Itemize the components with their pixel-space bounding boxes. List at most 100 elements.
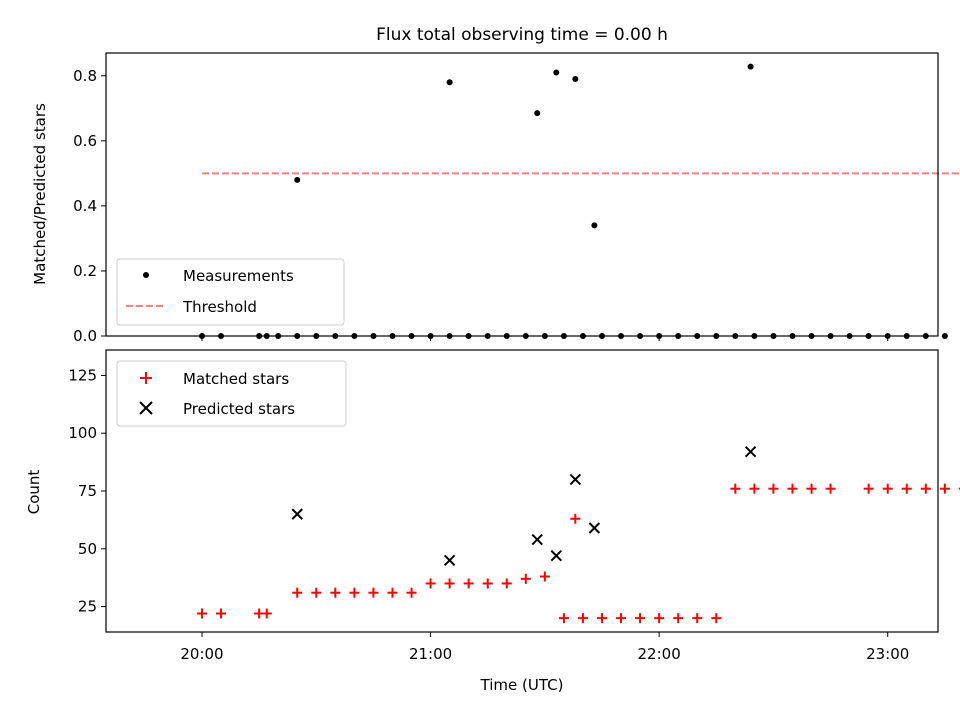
matched-star-point <box>673 613 684 624</box>
matched-star-point <box>349 587 360 598</box>
matched-star-point <box>577 613 588 624</box>
matched-star-point <box>768 483 779 494</box>
matched-star-point <box>292 587 303 598</box>
measurement-point <box>534 110 541 117</box>
matched-star-point <box>558 613 569 624</box>
matched-star-point <box>749 483 760 494</box>
top-y-tick-label: 0.4 <box>73 197 97 215</box>
bottom-y-tick-label: 75 <box>78 482 97 500</box>
matched-star-point <box>730 483 741 494</box>
measurement-point <box>553 69 560 76</box>
matched-star-point <box>501 578 512 589</box>
matched-star-point <box>863 483 874 494</box>
x-stroke-b <box>569 473 582 486</box>
matched-star-point <box>482 578 493 589</box>
top-panel-frame <box>105 52 939 337</box>
measurement-point <box>591 222 598 229</box>
top-y-tick-label: 0.8 <box>73 67 97 85</box>
matched-star-point <box>806 483 817 494</box>
x-stroke-b <box>291 508 303 520</box>
matched-star-point <box>406 587 417 598</box>
matched-star-point <box>387 587 398 598</box>
matched-star-point <box>570 513 581 524</box>
predicted-star-point <box>569 473 582 486</box>
top-y-tick-label: 0.6 <box>73 132 97 150</box>
measurement-point <box>941 333 948 339</box>
measurement-point <box>446 79 453 86</box>
matched-star-point <box>635 613 646 624</box>
legend-matched-marker <box>140 372 152 384</box>
matched-star-point <box>692 613 703 624</box>
bottom-y-tick-label: 25 <box>78 598 97 616</box>
measurement-point <box>572 76 579 83</box>
top-y-tick-label: 0.0 <box>73 327 97 345</box>
bottom-x-tick-label: 20:00 <box>180 645 223 663</box>
matched-star-point <box>597 613 607 624</box>
legend-threshold-label: Threshold <box>182 298 257 316</box>
bottom-panel-marks <box>197 445 960 624</box>
matched-star-point <box>368 587 379 598</box>
x-stroke-b <box>744 445 757 458</box>
bottom-x-tick-label: 21:00 <box>409 645 452 663</box>
bottom-legend: Matched stars Predicted stars <box>116 360 347 427</box>
measurement-point <box>747 63 754 70</box>
chart-title: Flux total observing time = 0.00 h <box>376 25 668 45</box>
bottom-y-tick-label: 50 <box>78 540 97 558</box>
x-stroke-b <box>443 554 456 567</box>
matched-star-point <box>463 578 474 589</box>
matched-star-point <box>825 483 836 494</box>
matched-star-point <box>711 613 722 624</box>
top-legend-box <box>116 258 345 326</box>
matched-star-point <box>787 483 798 494</box>
x-stroke-b <box>588 522 601 534</box>
bottom-x-tick-label: 22:00 <box>638 645 681 663</box>
predicted-star-point <box>550 550 562 562</box>
predicted-star-point <box>291 508 303 520</box>
bottom-x-tick-label: 23:00 <box>866 645 909 663</box>
x-stroke-b <box>550 550 562 562</box>
matched-star-point <box>654 613 665 624</box>
x-stroke-b <box>531 533 543 546</box>
legend-measurements-label: Measurements <box>183 267 294 285</box>
matched-star-point <box>330 587 341 598</box>
predicted-star-point <box>588 522 601 534</box>
matched-star-point <box>261 608 272 619</box>
matched-star-point <box>920 483 931 494</box>
matched-star-point <box>539 571 550 582</box>
top-legend: Measurements Threshold <box>116 258 345 326</box>
bottom-y-tick-label: 125 <box>68 366 97 384</box>
x-axis-label: Time (UTC) <box>480 676 564 694</box>
predicted-star-point <box>744 445 757 458</box>
matched-star-point <box>520 573 531 584</box>
legend-predicted-label: Predicted stars <box>183 400 295 418</box>
top-panel-x-tick-marks <box>201 336 889 341</box>
bottom-legend-box <box>116 360 347 427</box>
matched-star-point <box>311 587 322 598</box>
matched-star-point <box>425 578 436 589</box>
legend-measurements-marker <box>143 272 149 278</box>
matched-star-point <box>616 613 627 624</box>
predicted-star-point <box>443 554 456 567</box>
predicted-star-point <box>531 533 543 546</box>
matched-star-point <box>901 483 912 494</box>
bottom-y-axis-label: Count <box>25 470 43 515</box>
matched-star-point <box>216 608 227 619</box>
top-panel: 0.00.20.40.60.8 Matched/Predicted stars … <box>31 52 960 345</box>
matched-star-point <box>197 608 207 619</box>
top-panel-y-ticks: 0.0 0.2 0.4 0.6 0.8 <box>73 67 106 345</box>
legend-predicted-marker <box>139 401 153 415</box>
matched-star-point <box>882 483 893 494</box>
top-y-tick-label: 0.2 <box>73 262 97 280</box>
top-y-axis-label: Matched/Predicted stars <box>31 103 49 285</box>
measurement-point <box>294 176 301 183</box>
bottom-panel-y-ticks: 25 50 75 100 125 <box>68 366 106 616</box>
matched-star-point <box>444 578 455 589</box>
legend-matched-label: Matched stars <box>183 370 289 388</box>
matched-star-point <box>939 483 950 494</box>
bottom-y-tick-label: 100 <box>68 424 97 442</box>
